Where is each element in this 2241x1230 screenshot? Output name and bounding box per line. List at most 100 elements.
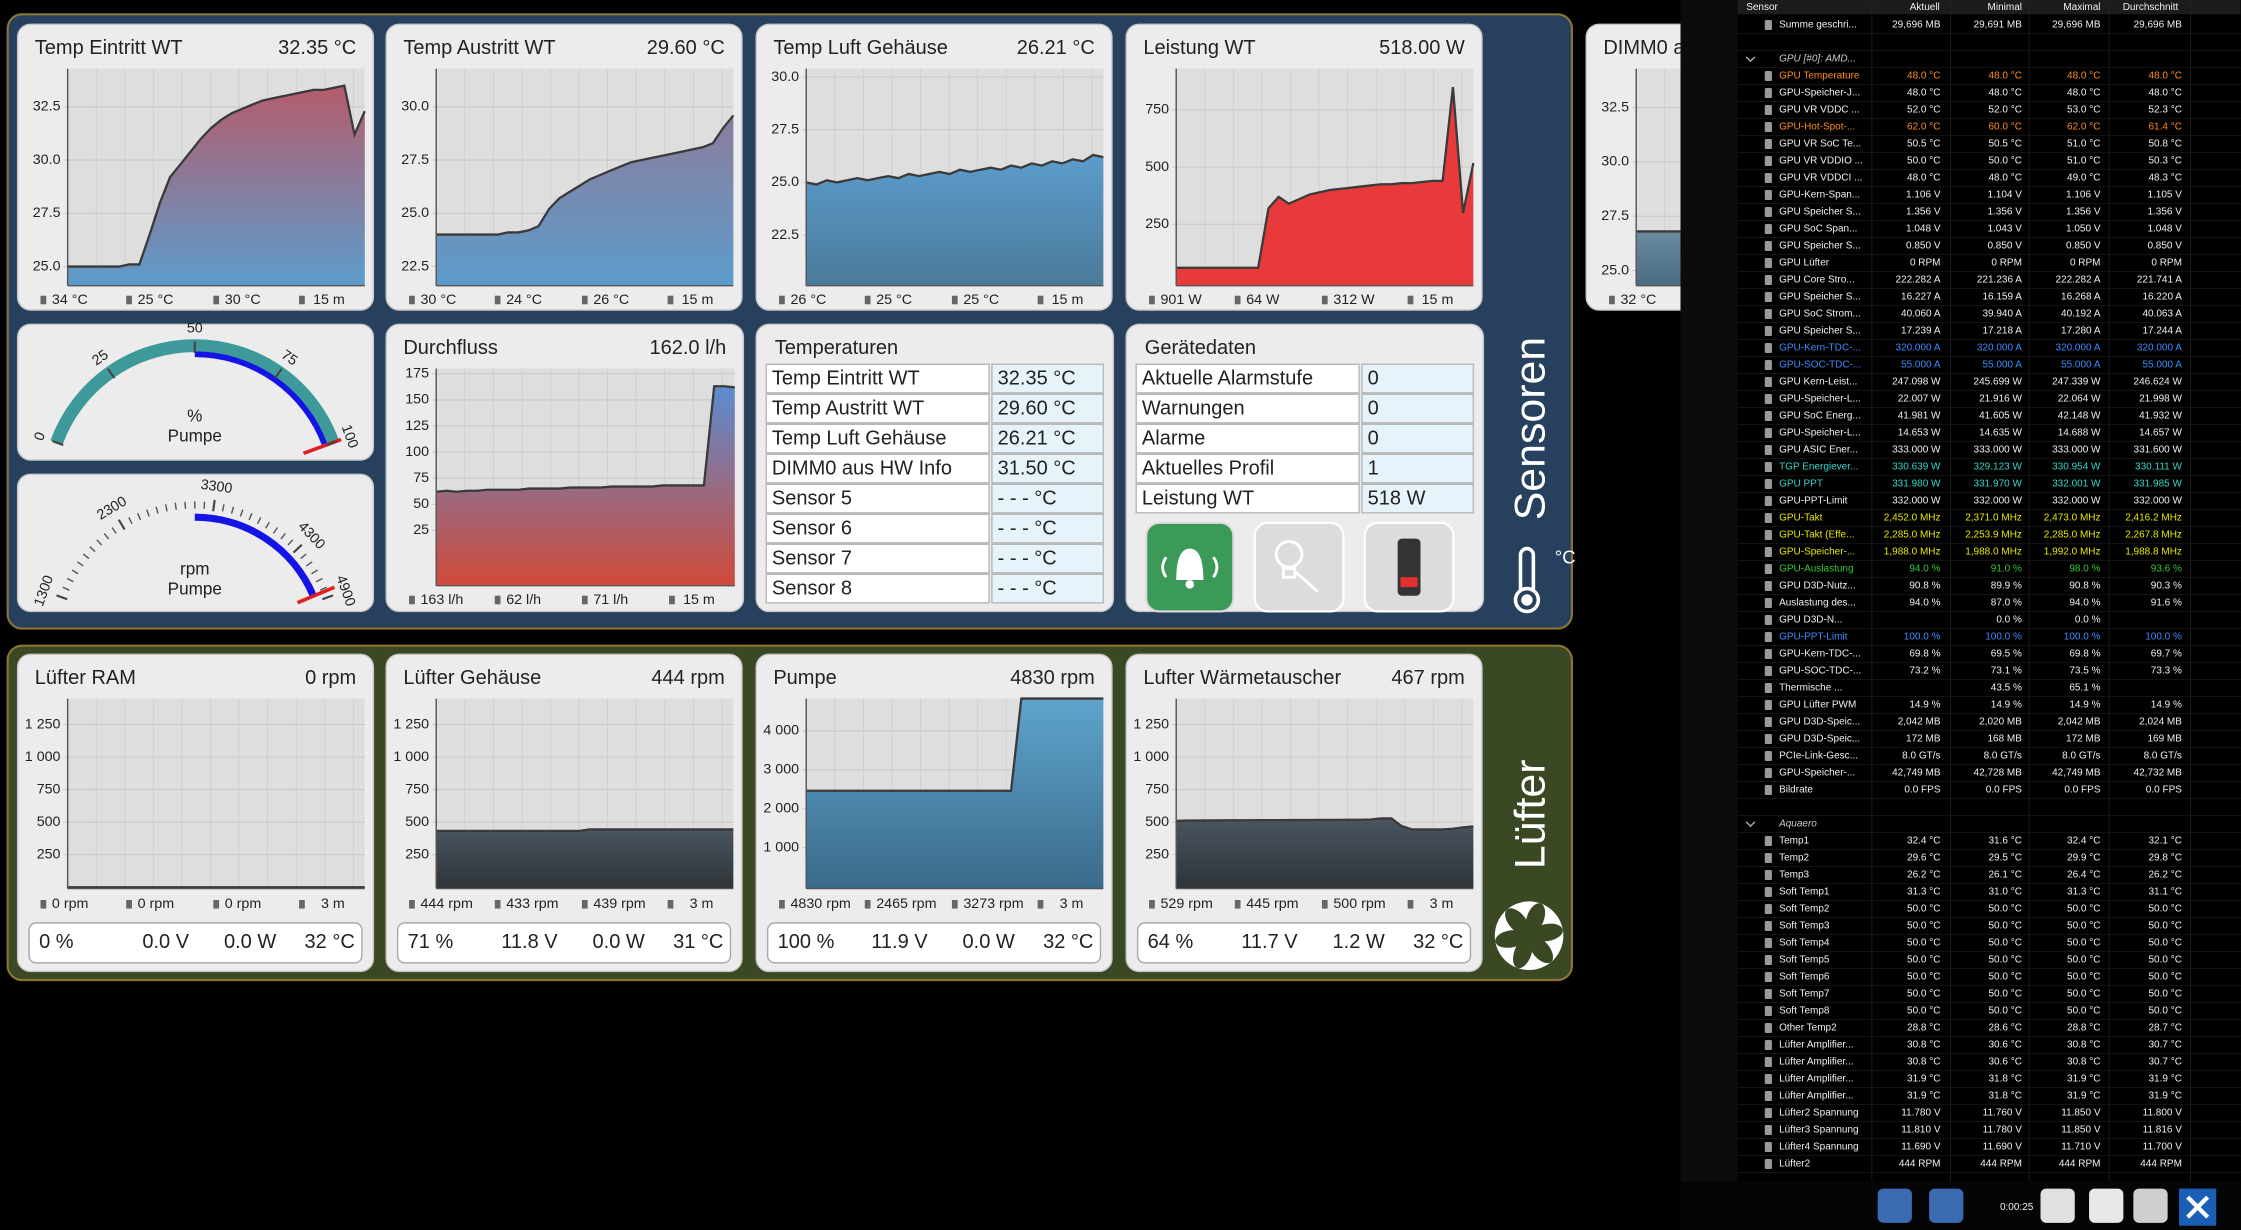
sensor-icon (1764, 393, 1772, 404)
column-header: Maximal (2063, 2, 2100, 13)
thermometer-icon (1521, 594, 1533, 606)
toolbar-button[interactable] (2040, 1188, 2075, 1223)
card-value: 467 rpm (1391, 667, 1464, 689)
alarm-button[interactable] (1145, 521, 1235, 613)
sensor-value: 320.000 A (2137, 343, 2182, 354)
gauge-minor-tick (111, 527, 117, 534)
sensor-value: 331.970 W (1974, 479, 2023, 490)
card-title: Durchfluss (403, 337, 497, 359)
line (436, 828, 734, 832)
y-tick-label: 2 000 (763, 801, 799, 817)
close-button[interactable] (2179, 1188, 2217, 1226)
sensor-icon (1764, 785, 1772, 795)
sensor-value: 0 RPM (2151, 258, 2182, 269)
y-tick-label: 4 000 (763, 723, 799, 739)
sensor-value: 221.741 A (2137, 275, 2182, 286)
sensor-icon (1764, 428, 1772, 438)
cell-bg (1361, 483, 1475, 514)
sensor-value: 87.0 % (1991, 598, 2022, 609)
cell-name: Sensor 5 (772, 488, 852, 510)
sensor-value: 51.0 °C (2067, 139, 2100, 150)
sensor-icon (1764, 478, 1772, 489)
sensor-value: 0 RPM (2070, 258, 2101, 269)
sensor-icon (1764, 445, 1772, 455)
sensor-icon (1764, 1091, 1772, 1101)
gauge-tick-label: 50 (187, 320, 203, 336)
sensor-value: 14.653 W (1898, 428, 1941, 439)
sensor-label: GPU-Speicher-L... (1779, 394, 1861, 405)
sensor-value: 332.000 W (2134, 496, 2183, 507)
gauge-minor-tick (305, 561, 313, 567)
group-unit: °C (1555, 546, 1576, 567)
sensor-value: 29,696 MB (2134, 20, 2183, 31)
sensor-value: 98.0 % (2069, 564, 2100, 575)
sensor-value: 50.0 °C (2067, 1006, 2100, 1017)
sensor-icon (1764, 972, 1772, 983)
gauge-tick (117, 519, 126, 531)
stat-icon (40, 900, 47, 909)
sensor-value: 2,473.0 MHz (2044, 513, 2101, 524)
toolbar-button[interactable] (2133, 1188, 2168, 1223)
cell-bg (1135, 453, 1360, 484)
light-button[interactable] (1253, 521, 1345, 613)
sensor-icon (1764, 1159, 1772, 1169)
stat: 901 W (1161, 292, 1203, 308)
sensor-value: 1.050 V (2066, 224, 2101, 235)
cell-value: 26.21 °C (998, 428, 1076, 450)
sensor-value: 29.5 °C (1988, 853, 2021, 864)
stat: 3 m (1430, 896, 1454, 912)
sensor-value: 41.981 W (1898, 411, 1941, 422)
y-tick-label: 25.0 (771, 174, 799, 190)
y-tick-label: 250 (1145, 216, 1169, 232)
gauge-label: Pumpe (168, 579, 222, 599)
sensor-value: 48.0 °C (2148, 88, 2181, 99)
panel-bg (1680, 0, 2241, 1230)
sensor-label: GPU VR SoC Te... (1779, 139, 1861, 150)
sensor-label: GPU SoC Energ... (1779, 411, 1861, 422)
sensor-value: 50.0 °C (2148, 955, 2181, 966)
cell-value: - - - °C (998, 548, 1057, 570)
sensor-icon (1764, 71, 1772, 81)
sensor-icon (1764, 326, 1772, 336)
chart-card: Temp Luft Gehäuse 26.21 °C 22.5 25.0 27.5 30.… (755, 23, 1113, 311)
y-tick-label: 25.0 (401, 205, 429, 221)
stat-icon (864, 900, 871, 909)
stat: 25 °C (876, 292, 912, 308)
sensor-value: 50.0 °C (1988, 972, 2021, 983)
sensor-label: Auslastung des... (1779, 598, 1856, 609)
sensor-value: 1,992.0 MHz (2044, 547, 2101, 558)
stat-icon (494, 900, 501, 909)
expand-chevron (1745, 56, 1756, 63)
cell-name: DIMM0 aus HW Info (772, 458, 952, 480)
sensor-icon (1764, 258, 1772, 268)
cell-bg (1135, 363, 1360, 394)
sensor-label: GPU D3D-Speic... (1779, 734, 1860, 745)
sensor-value: 320.000 A (1895, 343, 1940, 354)
gauge-tick-label: 3300 (200, 477, 234, 497)
sensor-value: 28.6 °C (1988, 1023, 2021, 1034)
sensor-value: 50.0 °C (1988, 921, 2021, 932)
gauge-minor-tick (136, 512, 142, 521)
card-value: 26.21 °C (1017, 37, 1095, 59)
cell-value: - - - °C (998, 518, 1057, 540)
toolbar-button[interactable] (1877, 1188, 1912, 1223)
sensor-label: GPU VR VDDIO ... (1779, 156, 1863, 167)
sensor-value: 31.0 °C (1988, 887, 2021, 898)
sensor-icon (1764, 683, 1772, 693)
cell-bg (991, 453, 1105, 484)
stat-icon (581, 295, 588, 305)
sensor-value: 1.356 V (2147, 207, 2182, 218)
stat: 26 °C (593, 292, 629, 308)
toolbar-button[interactable] (1929, 1188, 1964, 1223)
sensor-label: GPU Speicher S... (1779, 326, 1861, 337)
sensor-value: 17.244 A (2142, 326, 2182, 337)
toolbar-button[interactable] (2089, 1188, 2124, 1223)
chart-card: Lüfter Gehäuse 444 rpm 250 500 750 1 000 1 250… (385, 653, 743, 973)
sensor-value: 1.104 V (1987, 190, 2022, 201)
sensor-value: 172 MB (1906, 734, 1941, 745)
gauge-tick (292, 543, 303, 554)
cell-name: Sensor 7 (772, 548, 852, 570)
device-button[interactable] (1363, 521, 1455, 613)
sensor-value: 31.8 °C (1988, 1091, 2021, 1102)
